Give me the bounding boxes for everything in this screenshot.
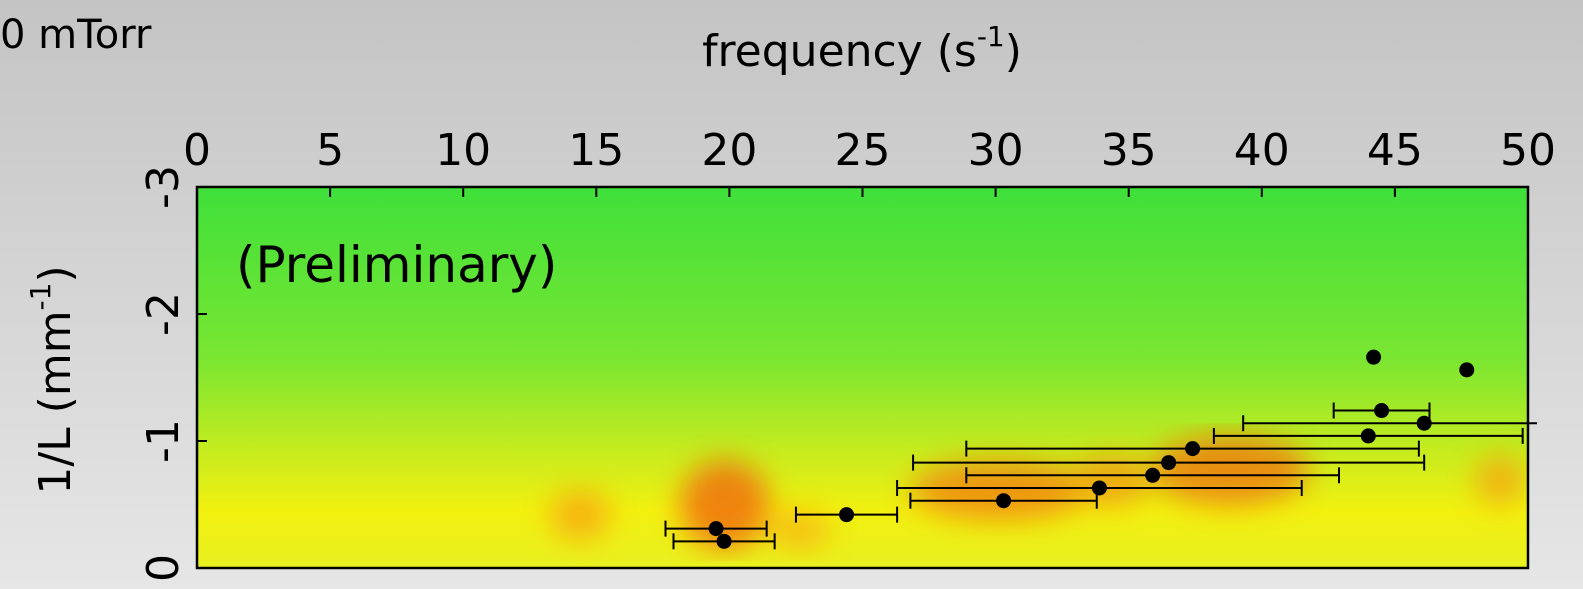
point (1416, 415, 1432, 431)
point (1360, 428, 1376, 444)
point (1185, 441, 1201, 457)
y-label-sup: -1 (24, 283, 57, 311)
x-tick-label: 35 (1101, 125, 1157, 176)
point (996, 493, 1012, 509)
y-tick-label: 0 (138, 554, 189, 582)
point (716, 533, 732, 549)
annotation: (Preliminary) (236, 236, 557, 294)
point (1366, 349, 1382, 365)
x-tick-label: 30 (968, 125, 1024, 176)
point (839, 507, 855, 523)
point (1161, 455, 1177, 471)
x-tick-label: 50 (1500, 125, 1556, 176)
data-layer (664, 349, 1537, 550)
point (1145, 467, 1161, 483)
x-tick-label: 40 (1234, 125, 1290, 176)
y-label-main: 1/L (mm (30, 310, 81, 494)
point (1459, 362, 1475, 378)
x-label-main: frequency (s (702, 26, 977, 77)
y-tick-label: -2 (138, 292, 189, 336)
x-tick-label: 5 (316, 125, 344, 176)
x-tick-label: 10 (435, 125, 491, 176)
y-label-end: ) (30, 265, 81, 282)
point (708, 521, 724, 537)
x-axis-title: frequency (s-1) (702, 20, 1022, 77)
x-tick-label: 45 (1367, 125, 1423, 176)
x-tick-label: 25 (835, 125, 891, 176)
point (1091, 480, 1107, 496)
y-axis-title: 1/L (mm-1) (24, 265, 81, 494)
x-tick-label: 0 (183, 125, 211, 176)
x-label-end: ) (1005, 26, 1022, 77)
point (1374, 403, 1390, 419)
y-tick-label: -1 (138, 419, 189, 463)
y-tick-label: -3 (138, 165, 189, 209)
chart-title: 0 mTorr (0, 12, 152, 58)
x-tick-label: 15 (568, 125, 624, 176)
x-tick-label: 20 (701, 125, 757, 176)
x-label-sup: -1 (977, 20, 1005, 53)
